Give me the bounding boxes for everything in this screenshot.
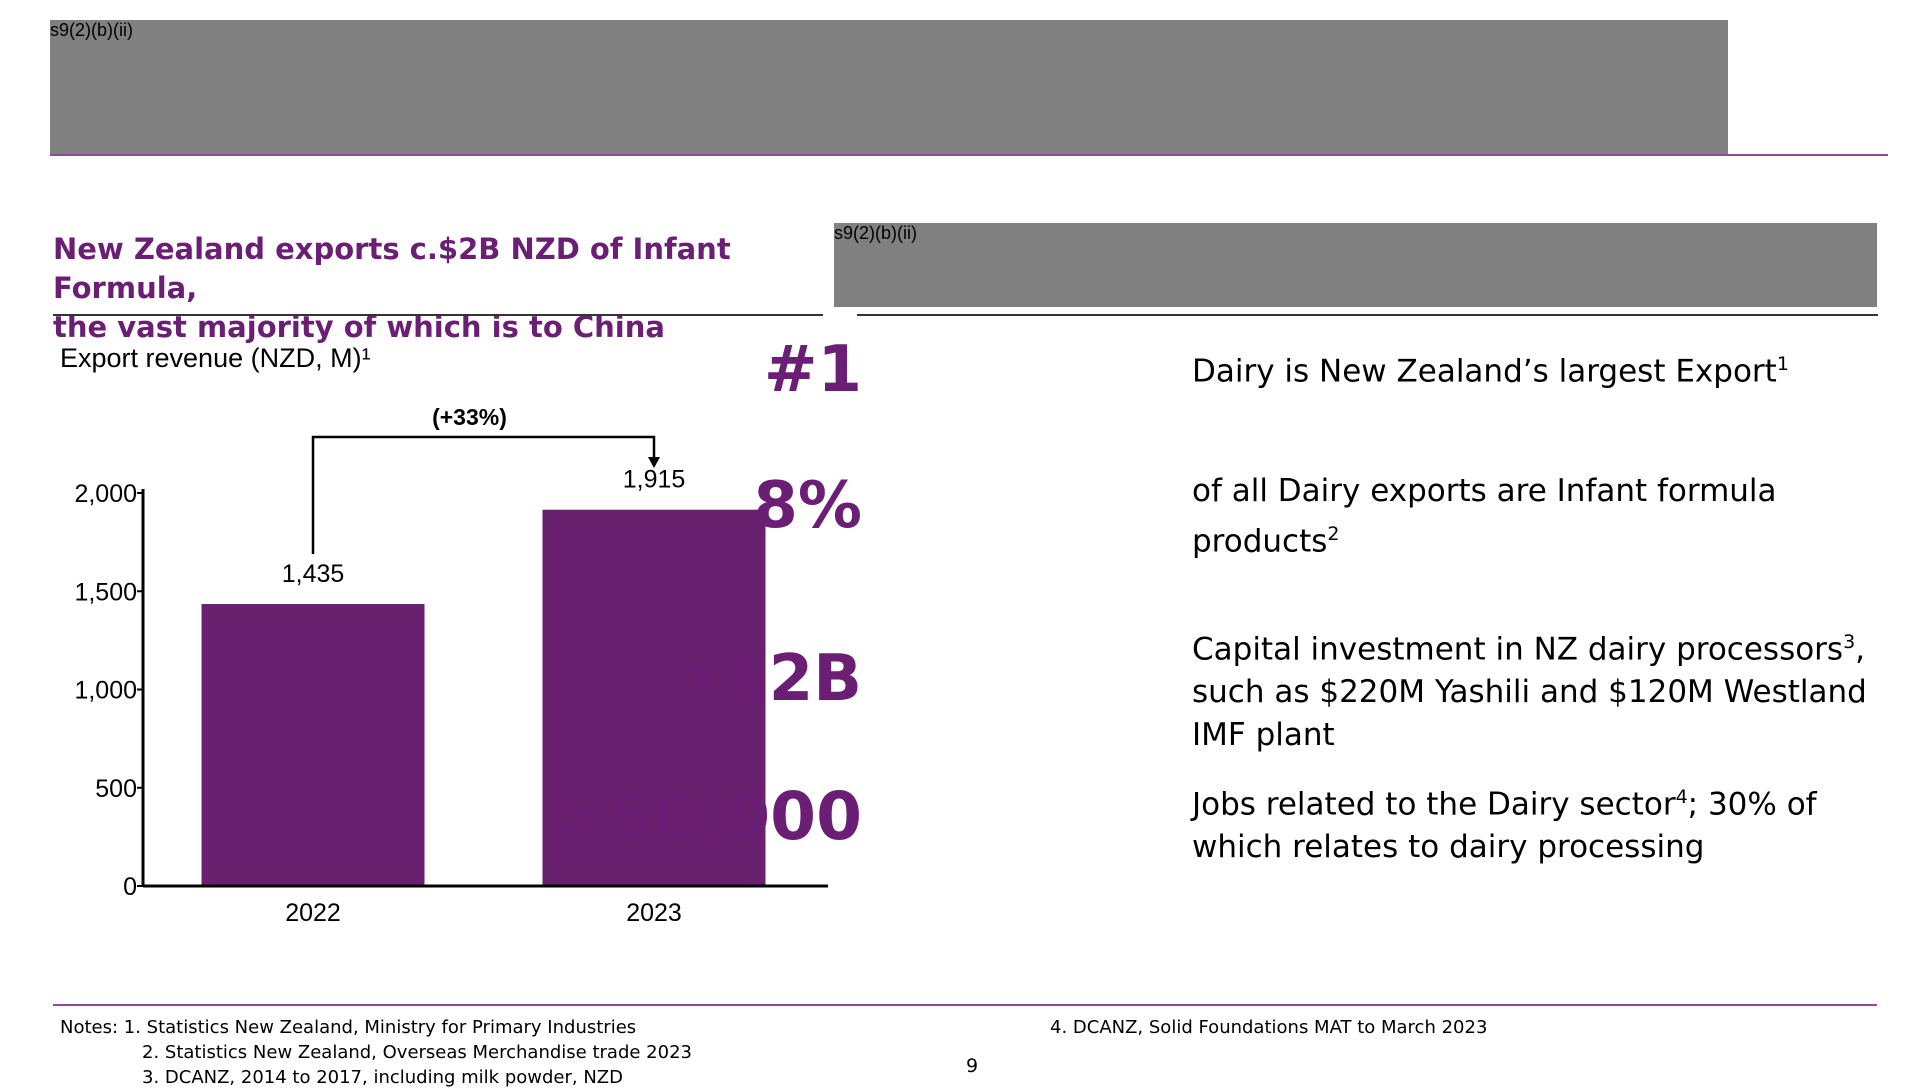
right-heading-rule	[857, 314, 1878, 316]
growth-annotation: (+33%)	[432, 404, 507, 430]
heading-line-1: New Zealand exports c.$2B NZD of Infant …	[53, 232, 731, 305]
stat-description: Dairy is New Zealand’s largest Export1	[1192, 343, 1882, 393]
stat-text-tail: , such as $220M Yashili and $120M Westla…	[1192, 631, 1867, 754]
stat-text: Dairy is New Zealand’s largest Export	[1192, 353, 1777, 390]
arrow-head-icon	[648, 457, 660, 468]
y-tick-label: 500	[95, 775, 137, 803]
x-tick-label: 2023	[626, 899, 682, 927]
stat-description: of all Dairy exports are Infant formula …	[1192, 470, 1812, 563]
bar	[542, 509, 766, 886]
notes-left: Notes: 1. Statistics New Zealand, Minist…	[60, 1015, 692, 1090]
export-revenue-chart: 0 500 1,000 1,500 2,000 1,435 2022 1,915 2023 (+3…	[74, 404, 828, 927]
y-tick-label: 2,000	[74, 480, 137, 508]
note-line: Notes: 1. Statistics New Zealand, Minist…	[60, 1017, 637, 1038]
stat-text-tail: ; 30% of which relates to dairy processi…	[1192, 786, 1817, 866]
stat-number: >50,000	[552, 778, 862, 855]
top-divider	[50, 154, 1888, 156]
footnote-ref: 4	[1675, 786, 1688, 808]
notes-right: 4. DCANZ, Solid Foundations MAT to March…	[1050, 1015, 1487, 1040]
growth-arrow	[311, 435, 656, 555]
y-tick-label: 1,500	[74, 578, 137, 606]
bar-value-label: 1,435	[282, 560, 345, 588]
stat-number: >$2B	[670, 642, 862, 716]
bar	[201, 604, 425, 886]
stat-text: Jobs related to the Dairy sector	[1192, 786, 1676, 823]
y-tick-label: 0	[123, 873, 137, 901]
stat-text: of all Dairy exports are Infant formula …	[1192, 473, 1777, 560]
stat-description: Jobs related to the Dairy sector4; 30% o…	[1192, 776, 1832, 869]
note-line: 3. DCANZ, 2014 to 2017, including milk p…	[142, 1067, 623, 1088]
stat-description: Capital investment in NZ dairy processor…	[1192, 621, 1882, 757]
left-heading-rule	[53, 314, 823, 316]
note-line: 2. Statistics New Zealand, Overseas Merc…	[142, 1042, 692, 1063]
x-tick-label: 2022	[285, 899, 341, 927]
footnote-ref: 2	[1327, 523, 1340, 545]
footnote-ref: 1	[1776, 353, 1789, 375]
stat-text: Capital investment in NZ dairy processor…	[1192, 631, 1844, 668]
y-tick-label: 1,000	[74, 677, 137, 705]
stat-number: #1	[763, 333, 862, 407]
bar-value-label: 1,915	[623, 466, 686, 494]
note-line: 4. DCANZ, Solid Foundations MAT to March…	[1050, 1017, 1488, 1038]
redaction-block-right: s9(2)(b)(ii)	[834, 223, 1877, 307]
stat-number: 8%	[753, 469, 862, 543]
chart-subtitle: Export revenue (NZD, M)¹	[60, 343, 371, 373]
redaction-code: s9(2)(b)(ii)	[50, 20, 133, 40]
page-number: 9	[966, 1055, 979, 1077]
footer-divider	[53, 1004, 1877, 1006]
redaction-block-top: s9(2)(b)(ii)	[50, 20, 1728, 154]
redaction-code: s9(2)(b)(ii)	[834, 223, 917, 243]
footnote-ref: 3	[1843, 631, 1856, 653]
